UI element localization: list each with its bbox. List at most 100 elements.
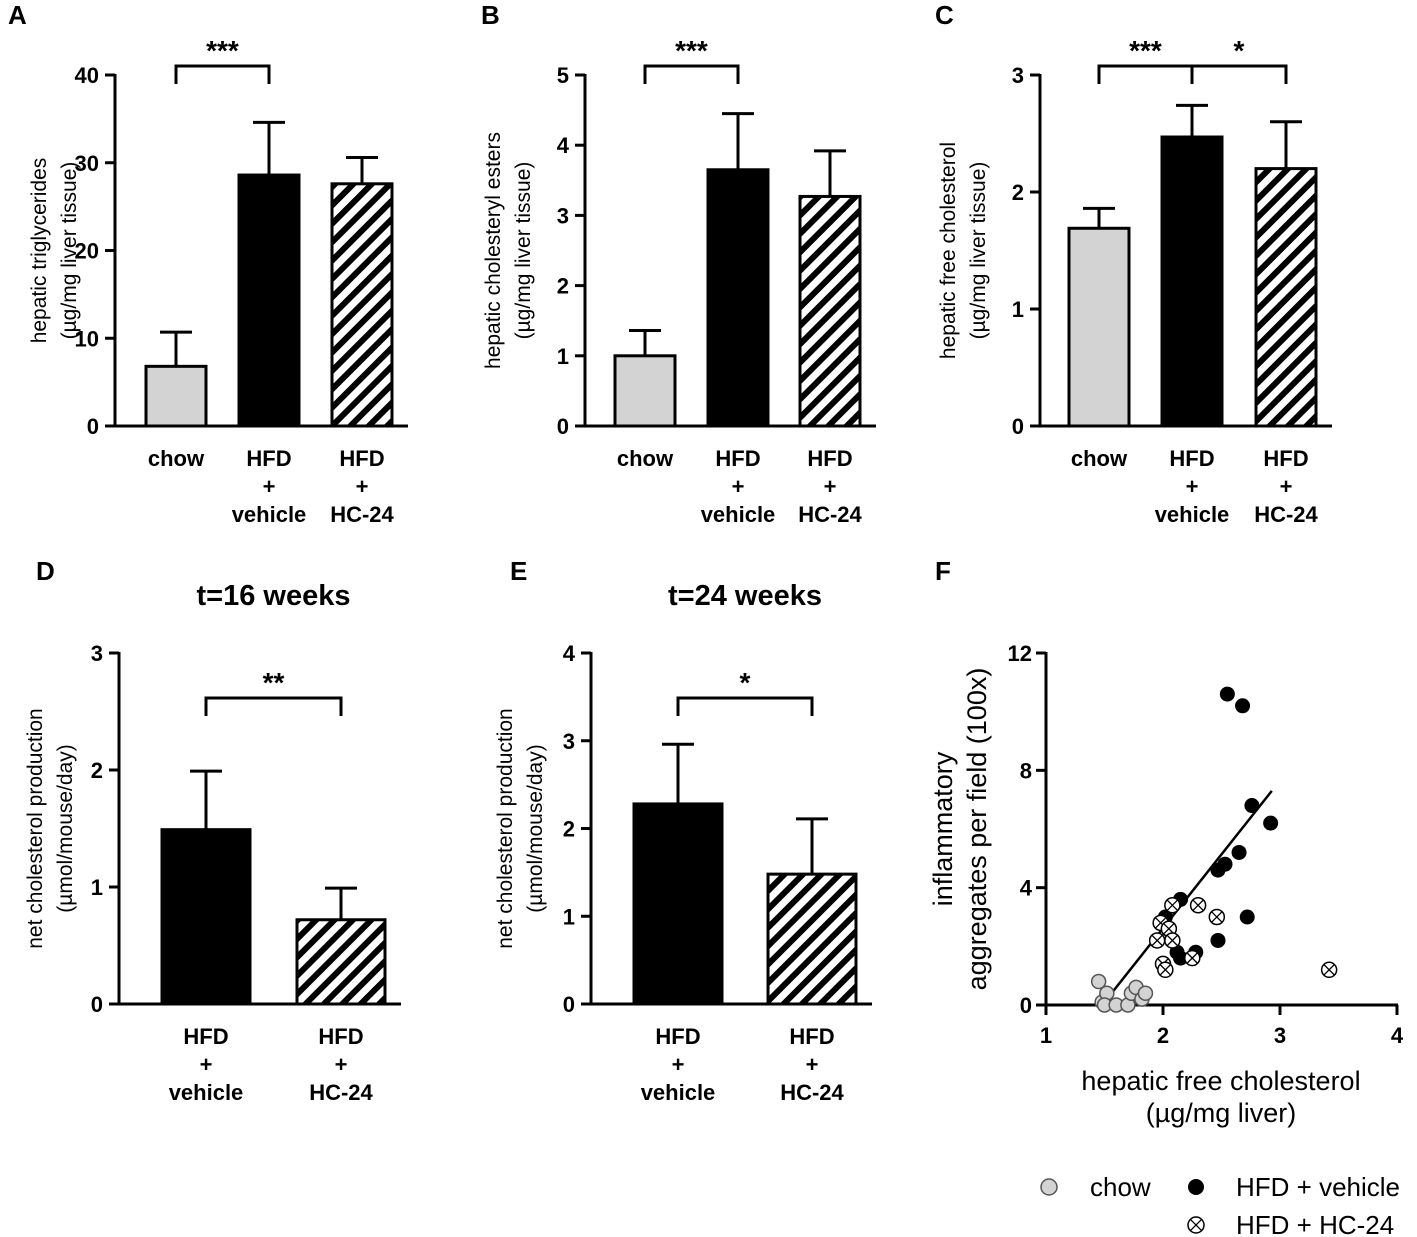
x-tick-label: HC-24 [798, 502, 862, 527]
panel-b-chart: 0 1 2 3 4 5 hepatic cholesteryl esters (µg/mg l… [482, 35, 876, 527]
scatter-point-hc24 [1164, 932, 1181, 949]
x-tick-label: + [263, 474, 276, 499]
significance-label: * [740, 667, 751, 698]
x-tick-label: HFD [655, 1024, 700, 1049]
legend-marker-hc24 [1187, 1216, 1205, 1234]
scatter-point-vehicle [1244, 798, 1260, 814]
x-tick-label: vehicle [169, 1080, 244, 1105]
significance-label: ** [263, 667, 285, 698]
significance-bracket [1097, 64, 1194, 84]
scatter-point-hc24 [1184, 949, 1201, 967]
panel-d-chart: t=16 weeks 0 1 2 3 net cholesterol production… [24, 580, 401, 1105]
x-tick-label: chow [1071, 446, 1128, 471]
y-axis-label-units: (µg/mg liver tissue) [512, 162, 535, 340]
x-tick-label: + [200, 1052, 213, 1077]
panel-label-d: D [36, 556, 55, 586]
significance-bracket [643, 64, 740, 84]
y-axis-label: net cholesterol production [494, 708, 517, 949]
scatter-point-hc24 [1157, 961, 1174, 979]
scatter-point-vehicle [1239, 909, 1255, 925]
x-tick-label: HC-24 [1254, 502, 1318, 527]
scatter-point-hc24 [1208, 908, 1226, 926]
legend-label-vehicle: HFD + vehicle [1236, 1172, 1400, 1202]
significance-bracket [204, 696, 343, 716]
bar [295, 918, 387, 1006]
x-tick-label: chow [148, 446, 205, 471]
y-tick-label: 2 [91, 758, 103, 783]
scatter-point-vehicle [1263, 815, 1279, 831]
chart-title: t=16 weeks [197, 580, 351, 612]
panel-label-c: C [935, 0, 954, 30]
scatter-legend: chow HFD + vehicle HFD + HC-24 [1040, 1172, 1400, 1237]
scatter-point-vehicle [1219, 686, 1235, 702]
x-tick-label: 2 [1157, 1023, 1169, 1048]
scatter-point-vehicle [1231, 844, 1247, 860]
y-axis-label-units: (µmol/mouse/day) [54, 744, 77, 912]
panel-label-a: A [8, 0, 27, 30]
x-tick-label: HFD [183, 1024, 228, 1049]
y-tick-label: 1 [557, 344, 569, 369]
y-axis-label-units: (µmol/mouse/day) [524, 744, 547, 912]
y-tick-label: 4 [563, 641, 576, 666]
y-tick-label: 2 [1012, 180, 1024, 205]
x-tick-label: + [732, 474, 745, 499]
y-axis-label: net cholesterol production [24, 708, 47, 949]
x-tick-label: HFD [318, 1024, 363, 1049]
legend-marker-vehicle [1188, 1179, 1204, 1195]
panel-c-chart: 0 1 2 3 hepatic free cholesterol (µg/mg liver… [937, 35, 1332, 527]
y-tick-label: 40 [75, 63, 99, 88]
y-tick-label: 0 [563, 992, 575, 1017]
scatter-point-chow [1090, 973, 1107, 990]
x-tick-label: HFD [339, 446, 384, 471]
bar [798, 194, 862, 428]
legend-marker-chow [1040, 1178, 1058, 1196]
scatter-point-vehicle [1210, 862, 1226, 878]
significance-label: *** [206, 35, 239, 66]
y-axis-label: hepatic triglycerides [28, 158, 51, 344]
scatter-point-hc24 [1320, 961, 1338, 979]
y-tick-label: 20 [75, 239, 99, 264]
y-tick-label: 3 [563, 729, 575, 754]
y-tick-label: 0 [87, 414, 99, 439]
bar [613, 354, 677, 428]
x-tick-label: + [672, 1052, 685, 1077]
bar [237, 173, 301, 428]
significance-label: *** [1129, 35, 1162, 66]
x-tick-label: 1 [1040, 1023, 1052, 1048]
x-tick-label: HFD [789, 1024, 834, 1049]
panel-label-b: B [481, 0, 500, 30]
y-tick-label: 4 [1020, 876, 1033, 901]
bar [766, 872, 858, 1006]
scatter-point-chow [1137, 985, 1154, 1002]
bar [160, 828, 252, 1006]
y-axis-label: inflammatory [928, 751, 958, 906]
bar [1067, 226, 1131, 428]
scatter-point-vehicle [1173, 950, 1189, 966]
scatter-point-hc24 [1148, 932, 1166, 949]
bar [706, 168, 770, 428]
significance-bracket [174, 64, 271, 84]
panel-label-e: E [510, 556, 527, 586]
y-tick-label: 3 [557, 203, 569, 228]
x-tick-label: 4 [1391, 1023, 1404, 1048]
scatter-point-vehicle [1210, 932, 1226, 948]
y-tick-label: 0 [91, 992, 103, 1017]
x-tick-label: vehicle [232, 502, 307, 527]
y-tick-label: 1 [563, 904, 575, 929]
x-axis-label: hepatic free cholesterol [1081, 1066, 1360, 1096]
y-tick-label: 1 [1012, 297, 1024, 322]
scatter-point-vehicle [1235, 698, 1251, 714]
y-tick-label: 8 [1020, 758, 1032, 783]
y-tick-label: 5 [557, 63, 569, 88]
bar [1160, 135, 1224, 428]
legend-label-hc24: HFD + HC-24 [1236, 1210, 1394, 1237]
y-tick-label: 12 [1008, 641, 1032, 666]
y-tick-label: 0 [1012, 414, 1024, 439]
panel-label-f: F [935, 556, 951, 586]
regression-line [1103, 790, 1273, 1003]
scatter-point-hc24 [1164, 897, 1181, 914]
x-tick-label: + [1280, 474, 1293, 499]
bar [144, 364, 208, 428]
